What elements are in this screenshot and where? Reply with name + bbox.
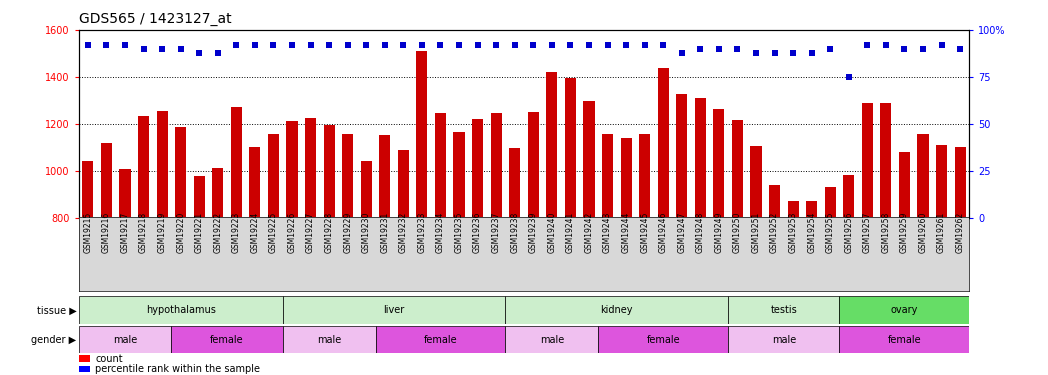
Text: male: male (113, 335, 137, 345)
Bar (695, 98, 706, 218)
Bar (769, 185, 780, 218)
Text: kidney: kidney (601, 305, 633, 315)
Bar (83, 161, 93, 218)
Bar (79, 356, 89, 362)
Bar (119, 170, 131, 217)
Text: female: female (647, 335, 680, 345)
Bar (955, 147, 965, 218)
Bar (917, 134, 929, 218)
Bar (324, 125, 334, 217)
Text: female: female (423, 335, 457, 345)
Bar (602, 134, 613, 218)
Bar (844, 176, 854, 217)
Text: count: count (95, 354, 123, 364)
Bar (639, 134, 650, 218)
Bar (546, 72, 558, 217)
Bar (175, 127, 187, 218)
Text: ovary: ovary (891, 305, 918, 315)
Bar (79, 326, 172, 353)
Bar (283, 296, 505, 324)
Bar (194, 177, 204, 218)
Text: percentile rank within the sample: percentile rank within the sample (95, 364, 260, 374)
Bar (172, 326, 283, 353)
Text: hypothalamus: hypothalamus (146, 305, 216, 315)
Bar (861, 103, 873, 218)
Bar (528, 112, 539, 218)
Bar (79, 296, 283, 324)
Bar (398, 150, 409, 217)
Bar (787, 201, 799, 217)
Bar (249, 147, 261, 218)
Text: gender ▶: gender ▶ (31, 335, 77, 345)
Bar (584, 102, 594, 217)
Text: male: male (540, 335, 564, 345)
Bar (676, 94, 687, 218)
Bar (839, 296, 969, 324)
Text: tissue ▶: tissue ▶ (37, 305, 77, 315)
Bar (156, 111, 168, 218)
Bar (472, 119, 483, 218)
Bar (231, 107, 242, 218)
Bar (728, 296, 839, 324)
Bar (657, 68, 669, 218)
Bar (305, 118, 316, 218)
Bar (268, 134, 279, 218)
Bar (750, 146, 762, 218)
Bar (361, 161, 372, 218)
Bar (825, 187, 836, 218)
Text: male: male (771, 335, 795, 345)
Text: testis: testis (770, 305, 798, 315)
Bar (899, 152, 910, 217)
Text: female: female (888, 335, 921, 345)
Text: GDS565 / 1423127_at: GDS565 / 1423127_at (79, 12, 232, 26)
Bar (732, 120, 743, 218)
Bar (79, 366, 89, 372)
Bar (620, 138, 632, 218)
Bar (342, 134, 353, 218)
Bar (714, 108, 724, 217)
Bar (286, 122, 298, 218)
Text: liver: liver (384, 305, 405, 315)
Bar (490, 113, 502, 218)
Bar (454, 132, 464, 218)
Bar (839, 326, 969, 353)
Bar (505, 296, 728, 324)
Bar (101, 142, 112, 218)
Bar (416, 51, 428, 217)
Bar (138, 116, 149, 218)
Bar (565, 78, 576, 218)
Text: female: female (211, 335, 244, 345)
Bar (806, 201, 817, 217)
Bar (509, 148, 520, 217)
Bar (283, 326, 375, 353)
Bar (936, 145, 947, 218)
Bar (375, 326, 505, 353)
Bar (379, 135, 390, 218)
Bar (880, 103, 892, 218)
Bar (505, 326, 598, 353)
Bar (212, 168, 223, 217)
Bar (728, 326, 839, 353)
Bar (598, 326, 728, 353)
Bar (435, 113, 446, 218)
Text: male: male (316, 335, 342, 345)
